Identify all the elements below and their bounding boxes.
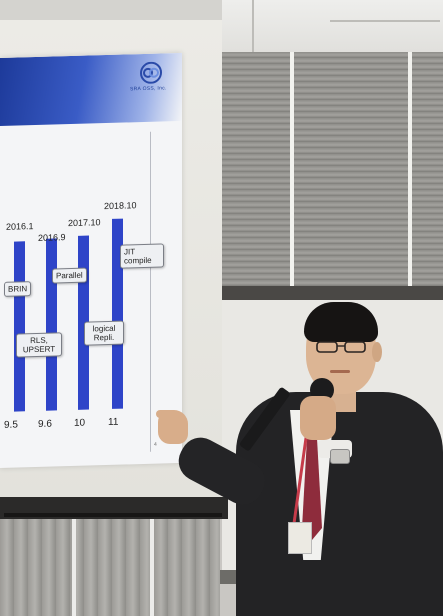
company-logo-icon bbox=[140, 61, 162, 84]
slide-axis-line bbox=[150, 131, 151, 452]
slide-year-label: 2018.10 bbox=[104, 200, 137, 212]
blind-cord bbox=[408, 52, 412, 292]
slide-feature-bubble: JIT compile bbox=[120, 243, 164, 269]
slide-bar bbox=[14, 241, 25, 412]
slide-page-number: 4 bbox=[154, 441, 157, 448]
presenter-hair bbox=[304, 302, 378, 342]
ceiling-seam bbox=[252, 0, 254, 70]
projected-slide: SRA OSS, Inc. 2016.1 2016.9 2017.10 2018… bbox=[0, 52, 182, 468]
slide-year-label: 2017.10 bbox=[68, 217, 101, 229]
slide-bar bbox=[46, 238, 57, 411]
projection-screen-rod bbox=[4, 513, 222, 517]
whiteboard-rail bbox=[220, 286, 443, 304]
slide-logo-text: SRA OSS, Inc. bbox=[130, 85, 167, 93]
slide-version-label: 9.6 bbox=[38, 418, 52, 430]
slide-version-label: 9.5 bbox=[4, 419, 18, 431]
presenter-tie bbox=[302, 420, 322, 540]
blind-cord bbox=[72, 515, 76, 616]
slide-feature-bubble: logical Repli. bbox=[84, 320, 124, 346]
slide-feature-bubble: Parallel bbox=[52, 267, 87, 284]
window-blinds bbox=[210, 52, 443, 302]
presenter-suit bbox=[236, 392, 443, 616]
slide-feature-bubble: BRIN bbox=[4, 281, 32, 297]
presenter-mouth bbox=[330, 370, 350, 373]
presenter-name-badge bbox=[288, 522, 312, 554]
ceiling-seam bbox=[330, 20, 440, 22]
slide-year-label: 2016.9 bbox=[38, 232, 66, 243]
blind-cord bbox=[150, 515, 154, 616]
slide-version-label: 10 bbox=[74, 417, 86, 429]
presenter-pointing-finger bbox=[156, 410, 176, 418]
projection-screen-case bbox=[0, 0, 222, 22]
slide-version-label: 11 bbox=[108, 416, 119, 428]
slide-feature-bubble: RLS, UPSERT bbox=[16, 332, 62, 358]
presenter-ear bbox=[372, 342, 382, 362]
presenter-wristwatch bbox=[330, 449, 350, 464]
slide-year-label: 2016.1 bbox=[6, 221, 34, 232]
blind-cord bbox=[290, 52, 294, 292]
glasses-icon bbox=[316, 341, 366, 353]
lower-window-blinds bbox=[0, 515, 220, 616]
presenter-mic-hand bbox=[300, 396, 336, 440]
